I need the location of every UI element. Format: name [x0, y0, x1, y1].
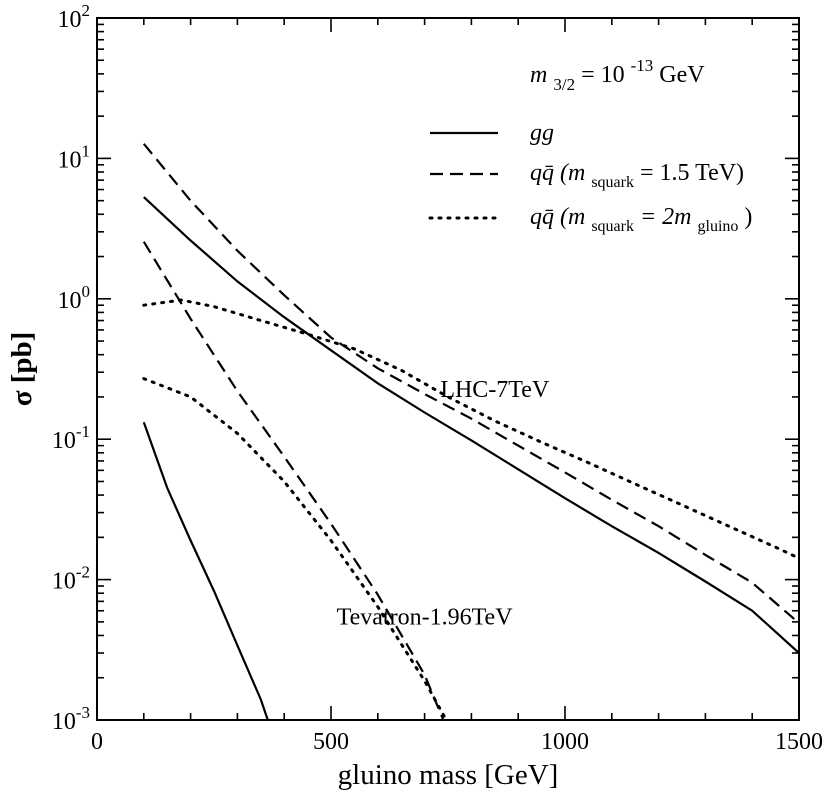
series-line-3 [142, 421, 269, 720]
series-line-0 [143, 196, 799, 654]
legend-label-qqbar-1-5tev: qq̄ (m squark = 1.5 TeV) [530, 160, 744, 193]
parameter-equals-value: = 10 [581, 62, 625, 88]
legend-2-main: qq̄ (m [530, 160, 585, 186]
x-tick-label: 1000 [541, 729, 589, 755]
legend-2-rest: = 1.5 TeV) [640, 160, 744, 186]
annotation-layer: LHC-7TeV Tevatron-1.96TeV [337, 377, 550, 630]
y-axis-label: σ [pb] [6, 332, 38, 407]
series-line-1 [142, 143, 799, 624]
legend-3-rest2: ) [744, 204, 752, 230]
legend-2-sub: squark [591, 174, 634, 191]
plot-frame [96, 17, 800, 721]
x-axis-label: gluino mass [GeV] [338, 759, 559, 791]
x-tick-label: 0 [91, 729, 103, 755]
y-tick-label: 100 [58, 282, 91, 314]
y-tick-label: 10-2 [52, 563, 90, 595]
annotation-1: Tevatron-1.96TeV [337, 604, 514, 630]
x-tick-label: 500 [313, 729, 349, 755]
parameter-unit: GeV [659, 62, 705, 88]
series-layer [142, 143, 799, 720]
parameter-exponent: -13 [631, 56, 654, 75]
legend-label-gg: gg [530, 120, 554, 146]
legend-3-sub2: gluino [698, 218, 739, 235]
parameter-mass-symbol: m [530, 62, 547, 88]
y-tick-label: 102 [58, 1, 91, 33]
legend: gg qq̄ (m squark = 1.5 TeV) qq̄ (m squar… [428, 120, 752, 237]
legend-3-sub: squark [591, 218, 634, 235]
legend-label-qqbar-2mgluino: qq̄ (m squark = 2m gluino ) [530, 204, 752, 237]
series-line-5 [142, 377, 448, 720]
tick-label-layer: 0 500 1000 1500 10-3 10-2 10-1 100 101 102 [52, 1, 823, 755]
series-line-4 [142, 241, 445, 720]
y-tick-label: 10-1 [52, 422, 90, 454]
annotation-0: LHC-7TeV [440, 377, 550, 403]
parameter-mass-subscript: 3/2 [553, 75, 575, 94]
legend-3-rest: = 2m [640, 204, 692, 230]
parameter-annotation: m 3/2 = 10 -13 GeV [530, 51, 705, 96]
x-tick-label: 1500 [775, 729, 823, 755]
legend-3-main: qq̄ (m [530, 204, 585, 230]
y-tick-label: 10-3 [52, 703, 90, 735]
y-tick-label: 101 [58, 141, 91, 173]
